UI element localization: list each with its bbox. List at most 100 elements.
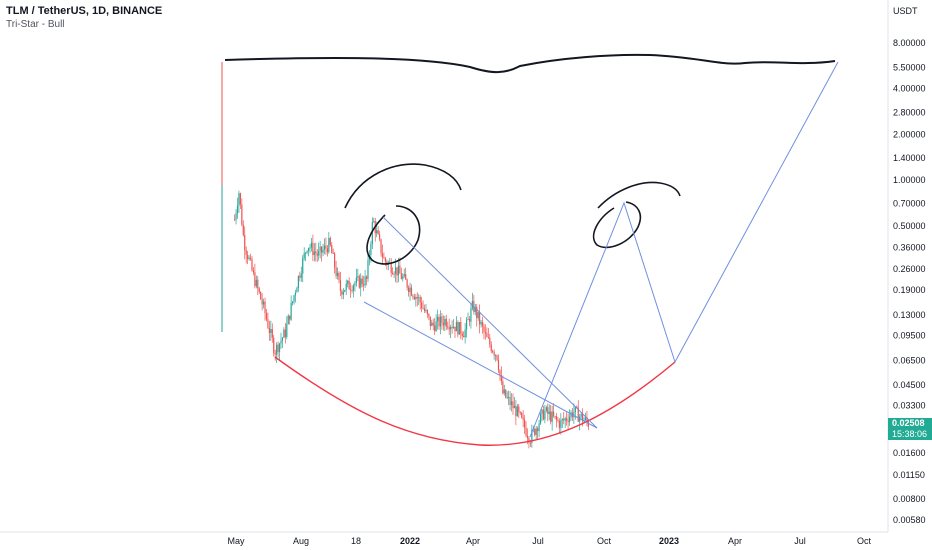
candle bbox=[360, 273, 362, 297]
candle bbox=[267, 312, 269, 330]
candle bbox=[552, 403, 555, 418]
y-tick-label: 2.80000 bbox=[893, 107, 926, 117]
candle bbox=[361, 275, 363, 288]
candle bbox=[302, 255, 304, 283]
candle bbox=[471, 292, 473, 311]
candle bbox=[315, 242, 317, 262]
countdown: 15:38:06 bbox=[892, 429, 928, 439]
candle bbox=[480, 319, 482, 328]
candle bbox=[325, 237, 327, 255]
candle bbox=[455, 316, 458, 332]
candle bbox=[463, 331, 465, 338]
candlesticks bbox=[233, 190, 589, 449]
candle bbox=[284, 323, 286, 344]
candle bbox=[238, 190, 240, 213]
candle bbox=[558, 418, 560, 434]
candle bbox=[428, 313, 430, 321]
candle bbox=[332, 248, 334, 255]
candle bbox=[274, 349, 276, 361]
x-tick-label: 2022 bbox=[400, 536, 420, 546]
candle bbox=[381, 244, 384, 265]
candle bbox=[249, 253, 252, 261]
candle bbox=[283, 327, 285, 339]
candle bbox=[544, 404, 546, 424]
candle bbox=[365, 275, 368, 286]
candle bbox=[393, 271, 395, 279]
candle bbox=[303, 247, 305, 261]
x-tick-label: Apr bbox=[466, 536, 480, 546]
y-tick-label: 5.50000 bbox=[893, 63, 926, 73]
right-eye bbox=[592, 201, 642, 249]
x-tick-label: May bbox=[227, 536, 245, 546]
candle bbox=[241, 198, 243, 227]
candle bbox=[313, 243, 315, 262]
candle bbox=[435, 314, 437, 332]
candle bbox=[329, 236, 331, 247]
candle bbox=[547, 403, 549, 422]
candle bbox=[548, 404, 550, 421]
candle bbox=[519, 411, 521, 416]
candle bbox=[566, 411, 568, 426]
indicator-label[interactable]: Tri-Star - Bull bbox=[6, 19, 65, 30]
candle bbox=[473, 294, 475, 315]
candle bbox=[477, 312, 479, 321]
candle bbox=[261, 293, 263, 311]
candle bbox=[452, 319, 455, 329]
candle bbox=[492, 349, 494, 354]
candle bbox=[461, 331, 463, 341]
candle bbox=[541, 408, 543, 422]
candle bbox=[503, 384, 505, 396]
candle bbox=[406, 278, 408, 291]
candle bbox=[358, 274, 360, 289]
candle bbox=[320, 245, 323, 262]
candle bbox=[580, 412, 582, 420]
candle bbox=[331, 242, 333, 254]
candle bbox=[397, 257, 400, 283]
candle bbox=[476, 304, 478, 327]
y-tick-label: 1.00000 bbox=[893, 175, 926, 185]
y-tick-label: 0.04500 bbox=[893, 380, 926, 390]
candle bbox=[502, 375, 504, 395]
symbol-title[interactable]: TLM / TetherUS, 1D, BINANCE bbox=[6, 5, 163, 17]
x-tick-label: 2023 bbox=[659, 536, 679, 546]
candle bbox=[487, 327, 489, 339]
candle bbox=[525, 421, 527, 438]
candle bbox=[434, 318, 436, 336]
candle bbox=[347, 279, 349, 288]
candle bbox=[500, 366, 502, 385]
candle bbox=[539, 411, 542, 425]
candle bbox=[509, 391, 511, 411]
x-tick-label: Aug bbox=[293, 536, 309, 546]
candle bbox=[505, 389, 507, 399]
left-eye bbox=[366, 205, 421, 265]
y-tick-label: 8.00000 bbox=[893, 38, 926, 48]
candle bbox=[523, 414, 526, 434]
candle bbox=[287, 314, 289, 325]
candle bbox=[316, 248, 318, 263]
candle bbox=[322, 243, 324, 257]
candle bbox=[416, 292, 418, 307]
candle bbox=[338, 271, 340, 284]
candle bbox=[439, 310, 442, 335]
y-tick-label: 0.26000 bbox=[893, 264, 926, 274]
candle bbox=[493, 349, 495, 360]
candle bbox=[367, 254, 369, 282]
candle bbox=[273, 334, 275, 357]
candle bbox=[262, 298, 265, 309]
candle bbox=[318, 242, 320, 261]
last-price-badge: 0.02508 15:38:06 bbox=[888, 418, 932, 440]
candle bbox=[352, 283, 355, 298]
candle bbox=[425, 303, 427, 313]
candle bbox=[364, 270, 366, 289]
candle bbox=[506, 391, 508, 400]
candle bbox=[377, 226, 379, 235]
candle bbox=[454, 326, 456, 339]
left-eyebrow bbox=[344, 163, 462, 209]
candle bbox=[281, 336, 284, 348]
y-tick-label: 0.70000 bbox=[893, 199, 926, 209]
y-tick-label: 0.03300 bbox=[893, 400, 926, 410]
candle bbox=[561, 417, 563, 429]
top-wave-line bbox=[224, 53, 836, 74]
candle bbox=[254, 263, 256, 289]
